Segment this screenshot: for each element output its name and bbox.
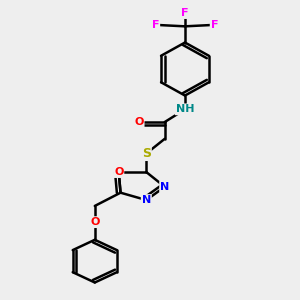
Text: S: S [142,147,151,160]
Text: NH: NH [176,104,194,114]
Text: O: O [90,217,100,227]
Text: O: O [134,117,144,127]
Text: F: F [211,20,218,30]
Text: N: N [142,195,151,205]
Text: N: N [160,182,169,192]
Text: F: F [152,20,159,30]
Text: O: O [114,167,123,177]
Text: F: F [181,8,189,18]
